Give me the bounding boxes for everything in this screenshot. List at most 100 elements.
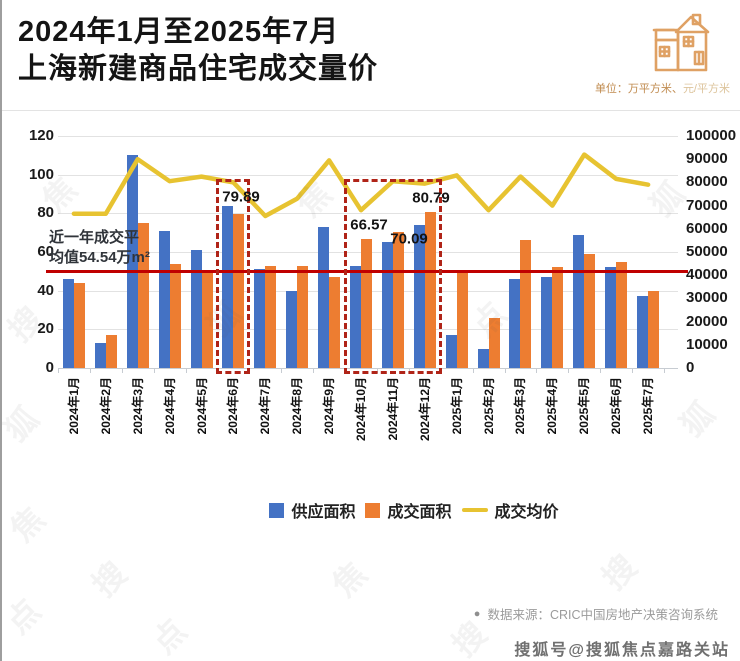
legend-label-supply: 供应面积 [291,504,356,521]
unit-label-faded: 元/平方米 [682,83,730,95]
x-axis-tick [313,368,315,373]
supply-bar [158,230,170,368]
data-source-text: 数据来源：CRIC中国房地产决策咨询系统 [487,608,718,622]
sohu-watermark: 搜狐号@搜狐焦点嘉路关站 [514,642,730,659]
supply-bar [62,279,74,368]
value-callout: 80.79 [412,189,450,207]
background-watermark-glyph: 狐 [673,395,722,444]
deal-bar [584,253,596,368]
right-axis-tick-label: 70000 [686,196,728,214]
average-annotation: 近一年成交平 均值54.54万m² [49,228,150,268]
supply-bar [222,205,234,368]
x-axis-month-label: 2024年3月 [130,377,145,435]
right-axis-tick-label: 80000 [686,173,728,191]
left-axis-tick-label: 20 [37,320,54,338]
unit-label-main: 单位：万平方米、 [594,83,683,95]
supply-bar [254,269,266,368]
x-axis-month-label: 2024年5月 [194,377,209,435]
deal-bar [392,232,404,368]
x-axis-month-label: 2024年10月 [354,377,368,442]
supply-swatch-icon [269,502,285,518]
supply-bar [381,242,393,368]
deal-bar [648,290,660,368]
deal-bar [361,239,372,368]
bullet-icon: ● [473,607,481,620]
supply-bar [637,296,649,368]
supply-bar [190,250,202,368]
x-axis-tick [376,368,378,373]
highlight-box [216,179,251,374]
right-axis-tick-label: 20000 [686,312,728,330]
x-axis-month-label: 2024年12月 [417,377,432,442]
house-icon [646,12,716,81]
x-axis-month-label: 2024年7月 [258,377,273,435]
gridline [58,174,678,176]
supply-bar [126,155,138,368]
right-axis-tick-label: 90000 [686,150,728,168]
x-axis-month-label: 2025年3月 [513,377,528,435]
legend-label-deal: 成交面积 [387,504,452,521]
deal-bar [424,211,436,368]
left-axis-tick-label: 100 [28,165,54,183]
left-axis-tick-label: 80 [37,204,54,222]
deal-bar [265,265,277,368]
x-axis-tick [664,368,665,373]
x-axis-tick [58,368,59,373]
legend-item-deal: 成交面积 [365,498,452,522]
background-watermark-glyph: 焦 [290,175,339,224]
right-axis-tick-label: 50000 [686,243,728,260]
x-axis-tick [153,368,155,373]
header-divider [2,110,740,111]
deal-bar [105,335,117,368]
x-axis-month-label: 2025年2月 [481,377,496,435]
background-watermark-glyph: 点 [0,592,48,641]
x-axis-tick [472,368,474,373]
x-axis-month-label: 2025年6月 [609,377,624,435]
legend-item-price: 成交均价 [461,498,559,522]
x-axis-tick [185,368,187,373]
deal-bar [201,271,213,368]
deal-bar [456,273,468,368]
chart-legend: 供应面积 成交面积 成交均价 [44,498,740,522]
x-axis-month-label: 2025年1月 [449,377,464,435]
price-line-swatch-icon [461,508,488,512]
deal-bar [329,277,341,368]
right-axis-tick-label: 0 [686,359,695,376]
x-axis-tick [600,368,602,373]
deal-bar [137,223,149,368]
average-annotation-line1: 近一年成交平 [49,229,140,246]
right-axis-tick-label: 10000 [686,335,728,353]
deal-bar [488,317,500,368]
deal-bar [297,265,309,368]
background-watermark-glyph: 搜 [85,555,134,604]
supply-bar [509,279,521,368]
background-watermark-glyph: 搜 [595,548,644,597]
x-axis-month-label: 2024年2月 [98,377,113,435]
right-axis-tick-label: 60000 [686,219,728,237]
right-axis-tick-label: 30000 [686,289,728,307]
supply-bar [573,234,585,368]
x-axis-month-label: 2024年1月 [66,377,81,435]
left-axis-tick-label: 120 [28,127,54,144]
page-title: 2024年1月至2025年7月 上海新建商品住宅成交量价 [18,14,578,88]
x-axis-month-label: 2024年8月 [290,377,305,435]
legend-item-supply: 供应面积 [269,498,355,522]
highlight-box [344,179,442,374]
unit-label: 单位：万平方米、元/平方米 [595,80,730,96]
average-annotation-line2: 均值54.54万m² [49,249,150,266]
x-axis-month-label: 2025年4月 [545,377,560,435]
value-callout: 70.09 [390,230,428,248]
supply-bar [413,224,425,368]
background-watermark-glyph: 狐 [0,400,46,449]
deal-bar [552,267,564,368]
deal-swatch-icon [365,502,381,518]
x-axis-month-label: 2024年4月 [162,377,177,435]
supply-bar [541,277,553,368]
x-axis-tick [89,368,91,373]
x-axis-tick [408,368,410,373]
background-watermark-glyph: 点 [145,612,194,661]
left-axis-tick-label: 60 [37,243,54,260]
background-watermark-glyph: 焦 [325,555,374,604]
supply-bar [350,265,361,368]
